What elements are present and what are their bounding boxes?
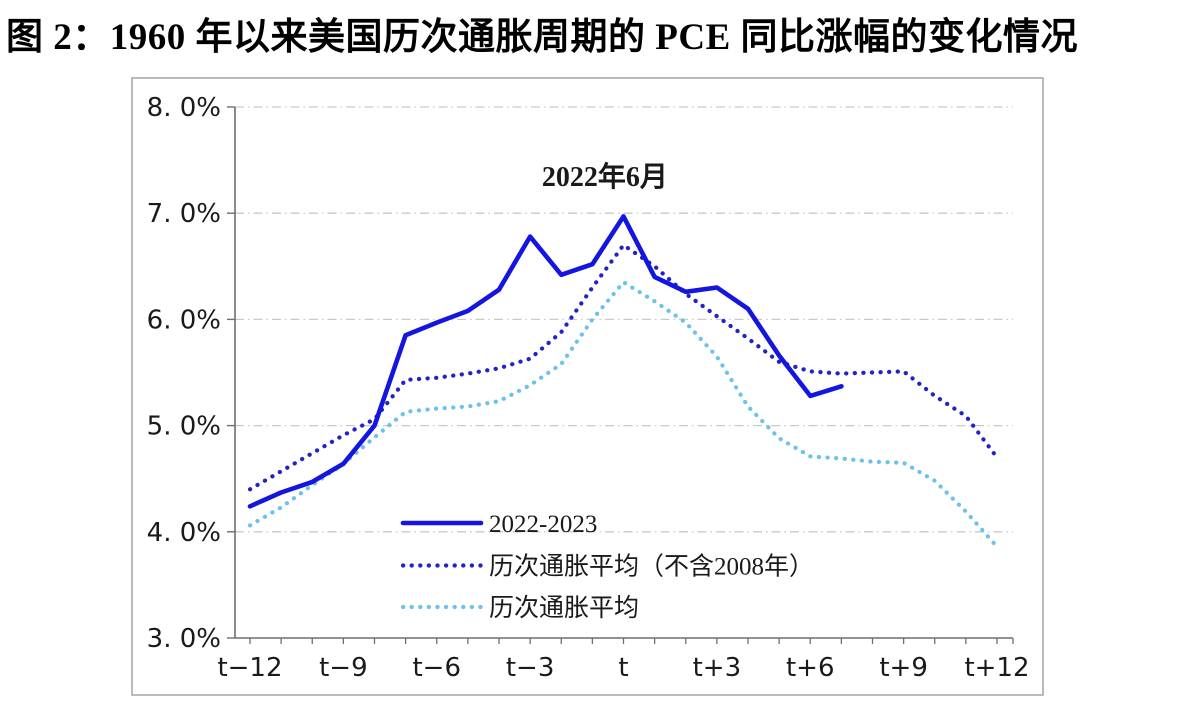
- y-axis-tick-label: 6. 0%: [147, 305, 221, 335]
- figure-title: 图 2：1960 年以来美国历次通胀周期的 PCE 同比涨幅的变化情况: [6, 17, 1078, 58]
- x-axis-tick-label: t−9: [319, 653, 368, 683]
- x-axis-tick-label: t−3: [506, 653, 555, 683]
- x-axis-tick-label: t−12: [217, 653, 282, 683]
- x-axis-tick-label: t+6: [786, 653, 835, 683]
- x-axis-tick-label: t−6: [412, 653, 461, 683]
- x-axis-tick-label: t: [618, 653, 628, 683]
- x-axis-tick-label: t+12: [964, 653, 1029, 683]
- legend-label-0: 2022-2023: [489, 511, 597, 538]
- legend-label-2: 历次通胀平均: [489, 594, 639, 622]
- series-line-dotted-2222C8: [247, 243, 1000, 492]
- series-line-solid-1515E0: [247, 214, 844, 509]
- y-axis-tick-label: 7. 0%: [147, 199, 221, 229]
- x-axis-tick-label: t+9: [879, 653, 928, 683]
- x-axis-tick-label: t+3: [693, 653, 742, 683]
- legend-label-1: 历次通胀平均（不含2008年）: [489, 553, 814, 581]
- figure-border: [131, 77, 1044, 696]
- annotation-2022-june: 2022年6月: [542, 160, 668, 193]
- y-axis-tick-label: 8. 0%: [147, 93, 221, 123]
- y-axis-tick-label: 5. 0%: [147, 412, 221, 442]
- y-axis-tick-label: 3. 0%: [147, 624, 221, 654]
- y-axis-tick-label: 4. 0%: [147, 518, 221, 548]
- series-line-dotted-6CC2EC: [247, 280, 1000, 549]
